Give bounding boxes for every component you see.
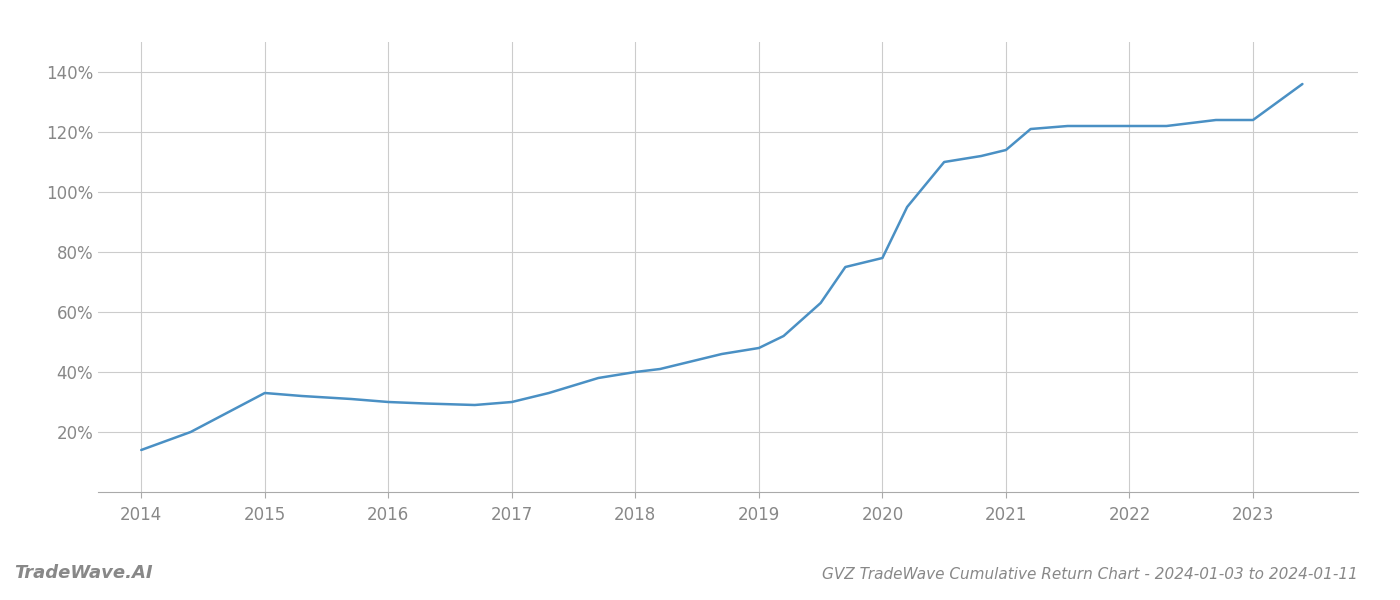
- Text: TradeWave.AI: TradeWave.AI: [14, 564, 153, 582]
- Text: GVZ TradeWave Cumulative Return Chart - 2024-01-03 to 2024-01-11: GVZ TradeWave Cumulative Return Chart - …: [822, 567, 1358, 582]
